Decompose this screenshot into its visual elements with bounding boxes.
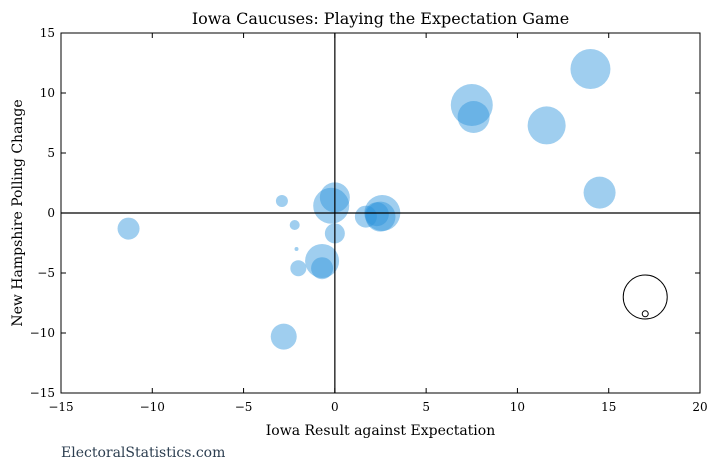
x-tick-label: 20 xyxy=(692,400,707,414)
bubble-point-15 xyxy=(294,247,299,251)
y-tick-label: 5 xyxy=(47,146,55,160)
bubble-point-19 xyxy=(270,323,297,350)
x-tick-label: −15 xyxy=(48,400,73,414)
bubble-point-4 xyxy=(583,176,616,209)
bubble-point-9 xyxy=(365,201,396,232)
bubble-point-16 xyxy=(290,260,307,277)
bubble-point-13 xyxy=(275,195,288,207)
bubble-point-18 xyxy=(311,257,334,280)
x-tick-label: 0 xyxy=(331,400,339,414)
bubble-point-12 xyxy=(117,217,140,240)
bubble-point-0 xyxy=(570,49,611,89)
y-tick-label: −15 xyxy=(30,386,55,400)
y-axis-title: New Hampshire Polling Change xyxy=(10,99,26,326)
bubble-point-17 xyxy=(305,244,340,278)
bubble-point-1 xyxy=(450,84,493,126)
size-legend xyxy=(622,274,668,320)
bubble-point-2 xyxy=(457,101,490,133)
size-legend-circle-1 xyxy=(641,310,649,318)
x-tick-label: −10 xyxy=(140,400,165,414)
bubble-point-6 xyxy=(313,187,350,224)
y-tick-label: 15 xyxy=(40,26,55,40)
x-tick-label: 5 xyxy=(422,400,430,414)
bubble-point-8 xyxy=(364,202,389,227)
x-axis-title: Iowa Result against Expectation xyxy=(266,423,495,439)
size-legend-circle-0 xyxy=(622,274,668,320)
x-axis-ticks: −15 −10 −5 0 5 10 15 20 xyxy=(48,33,708,414)
y-tick-label: 0 xyxy=(47,206,55,220)
watermark-text: ElectoralStatistics.com xyxy=(61,445,226,461)
x-tick-label: 15 xyxy=(601,400,616,414)
bubble-layer xyxy=(117,49,616,350)
y-tick-label: −5 xyxy=(37,266,55,280)
x-tick-label: −5 xyxy=(235,400,253,414)
x-tick-label: 10 xyxy=(510,400,525,414)
y-tick-label: −10 xyxy=(30,326,55,340)
chart-title: Iowa Caucuses: Playing the Expectation G… xyxy=(192,9,569,28)
bubble-point-3 xyxy=(527,106,566,145)
y-axis-ticks: −15 −10 −5 0 5 10 15 xyxy=(30,26,700,400)
bubble-point-10 xyxy=(354,205,377,228)
y-tick-label: 10 xyxy=(40,86,55,100)
bubble-point-14 xyxy=(289,220,300,230)
